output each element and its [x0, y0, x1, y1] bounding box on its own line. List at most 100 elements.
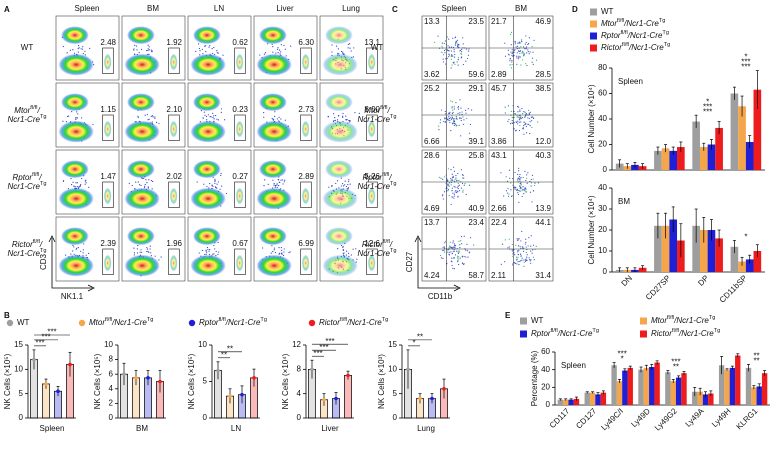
quadrant-percent: 29.1 [468, 84, 484, 93]
event-dot [438, 176, 440, 178]
gate-percent: 0.23 [232, 105, 248, 114]
event-dot [461, 243, 463, 245]
event-dot [349, 47, 351, 49]
event-dot [148, 49, 150, 51]
event-dot [71, 111, 73, 113]
event-dot [516, 239, 519, 241]
event-dot [451, 116, 454, 119]
flow-plot: 1.47 [55, 149, 120, 215]
event-dot [76, 182, 78, 184]
event-dot [461, 111, 463, 113]
density-blob [367, 254, 376, 272]
event-dot [518, 129, 521, 132]
gate-percent: 2.10 [166, 105, 182, 114]
event-dot [525, 246, 527, 248]
event-dot [521, 187, 523, 189]
event-dot [133, 247, 135, 249]
event-dot [450, 251, 452, 253]
bar-dot [228, 394, 232, 398]
event-dot [443, 191, 446, 193]
density-blob [235, 254, 244, 272]
event-dot [457, 44, 459, 46]
quadrant-percent: 45.7 [491, 84, 507, 93]
genotype-part: Tg [390, 114, 397, 120]
event-dot [460, 53, 462, 55]
event-dot [217, 119, 220, 121]
event-dot [455, 174, 457, 177]
event-dot [525, 191, 528, 193]
event-dot [275, 52, 277, 54]
significance: *** [313, 349, 322, 358]
bar [707, 230, 716, 272]
bar [756, 386, 762, 405]
bar [681, 373, 687, 405]
event-dot [511, 54, 513, 57]
event-dot [463, 177, 465, 179]
event-dot [438, 125, 440, 127]
density-blob [325, 93, 353, 112]
event-dot [510, 33, 512, 35]
event-dot [519, 117, 521, 120]
event-dot [342, 185, 345, 187]
event-dot [531, 61, 533, 63]
event-dot [523, 111, 525, 113]
event-dot [531, 45, 533, 48]
y-axis-label: NK Cells (×10⁵) [3, 353, 12, 409]
event-dot [517, 260, 519, 263]
event-dot [517, 180, 519, 182]
event-dot [517, 120, 519, 122]
event-dot [327, 115, 329, 118]
bar [735, 355, 741, 405]
event-dot [457, 251, 459, 253]
event-dot [338, 114, 340, 117]
event-dot [468, 48, 470, 50]
event-dot [448, 253, 450, 255]
event-dot [451, 123, 454, 125]
event-dot [465, 60, 467, 62]
event-dot [519, 178, 521, 180]
event-dot [520, 240, 522, 242]
event-dot [523, 193, 525, 195]
y-tick-label: 10 [104, 340, 113, 349]
event-dot [448, 56, 450, 58]
quadrant-percent: 13.7 [424, 218, 440, 227]
flow-plot: 1.15 [55, 82, 120, 148]
event-dot [207, 248, 209, 251]
event-dot [454, 118, 456, 120]
event-dot [521, 107, 523, 110]
gate [366, 47, 378, 74]
event-dot [463, 184, 465, 186]
genotype-part: / [678, 329, 682, 338]
event-dot [519, 124, 521, 127]
event-dot [211, 185, 213, 187]
event-dot [513, 55, 515, 57]
flow-plot: 5.26 [319, 149, 384, 215]
event-dot [446, 57, 448, 59]
significance: * [744, 233, 747, 242]
event-dot [450, 50, 452, 52]
gate [168, 248, 180, 275]
density-blob [259, 26, 287, 45]
genotype-part: Rptor [13, 173, 33, 182]
event-dot [525, 48, 527, 50]
event-dot [444, 251, 446, 253]
event-dot [73, 52, 76, 54]
event-dot [457, 182, 459, 185]
density-blob [193, 93, 221, 112]
event-dot [206, 119, 208, 121]
event-dot [447, 184, 450, 186]
event-dot [337, 52, 339, 55]
event-dot [518, 56, 520, 58]
event-dot [449, 241, 451, 243]
event-dot [70, 184, 73, 186]
genotype-part: Tg [40, 114, 47, 120]
event-dot [460, 135, 462, 137]
event-dot [198, 47, 201, 50]
event-dot [529, 121, 531, 123]
event-dot [335, 45, 338, 47]
bar [611, 365, 617, 405]
event-dot [453, 108, 455, 110]
event-dot [453, 124, 455, 127]
legend-marker [520, 330, 527, 338]
event-dot [270, 252, 272, 254]
